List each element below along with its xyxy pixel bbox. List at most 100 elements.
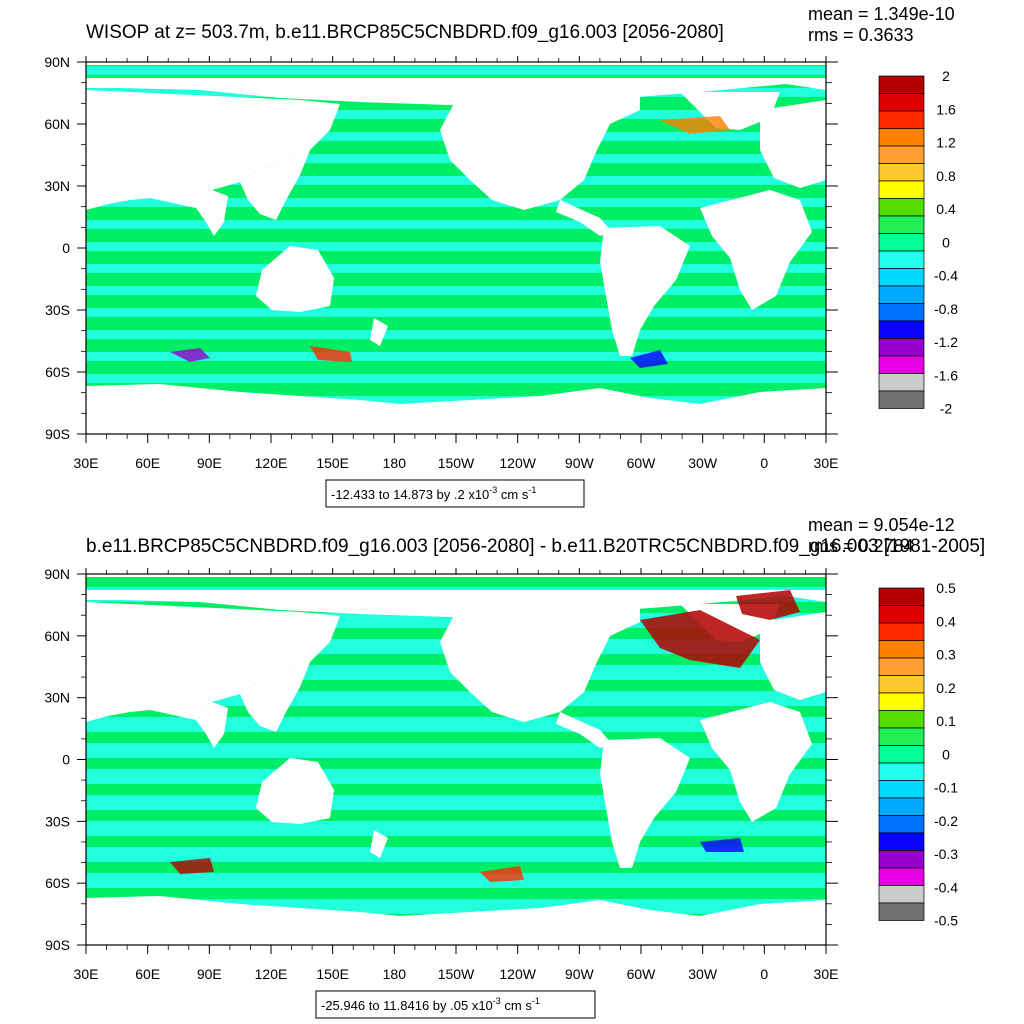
colorbar-label: 0.4 (936, 613, 956, 629)
colorbar-swatch (878, 75, 925, 94)
colorbar-swatch (878, 587, 925, 606)
colorbar-swatch (878, 268, 925, 287)
colorbar-label: 0.1 (936, 713, 956, 729)
colorbar-swatch (878, 710, 925, 729)
colorbar-swatch (878, 797, 925, 816)
y-tick-label: 60N (44, 116, 70, 132)
panel-2-frame: 30E 60E 90E 120E 150E 180 150W 120W 90W 60W 30W 0 30… (44, 566, 838, 982)
panel-1-title: WISOP at z= 503.7m, b.e11.BRCP85C5CNBDRD… (86, 22, 724, 43)
colorbar-swatch (878, 215, 925, 234)
panel-2-y-ticks: 90N 60N 30N 0 30S 60S 90S (44, 566, 838, 953)
panel-2-x-ticks: 30E 60E 90E 120E 150E 180 150W 120W 90W 60W 30W 0 30… (74, 568, 839, 982)
colorbar-label: 1.2 (936, 135, 956, 151)
colorbar-swatch (878, 198, 925, 217)
colorbar-swatch (878, 885, 925, 904)
x-tick-label: 90W (565, 966, 595, 982)
x-tick-label: 30E (814, 455, 839, 471)
x-tick-label: 30E (74, 455, 99, 471)
colorbar-swatch (878, 605, 925, 624)
colorbar-swatch (878, 780, 925, 799)
y-tick-label: 30N (44, 690, 70, 706)
y-tick-label: 60S (45, 875, 70, 891)
colorbar-swatch (878, 815, 925, 834)
colorbar-label: -0.4 (934, 268, 958, 284)
x-tick-label: 150W (438, 966, 475, 982)
colorbar-swatch (878, 745, 925, 764)
colorbar-swatch (878, 110, 925, 129)
colorbar-swatch (878, 675, 925, 694)
y-tick-label: 90N (44, 54, 70, 70)
panel-2-range-text: -25.946 to 11.8416 by .05 x10-3 cm s-1 (321, 996, 540, 1013)
panel-1: WISOP at z= 503.7m, b.e11.BRCP85C5CNBDRD… (44, 4, 958, 508)
panel-2-range-box: -25.946 to 11.8416 by .05 x10-3 cm s-1 (315, 990, 596, 1019)
colorbar-swatch (878, 163, 925, 182)
x-tick-label: 150W (438, 455, 475, 471)
colorbar-swatch (878, 390, 925, 409)
x-tick-label: 30E (814, 966, 839, 982)
x-tick-label: 0 (760, 966, 768, 982)
panel-1-frame: 30E 60E 90E 120E 150E 180 150W 120W 90W 60W 30W 0 30… (44, 54, 838, 471)
x-tick-label: 30W (688, 455, 718, 471)
panel-1-colorbar-labels: 2 1.6 1.2 0.8 0.4 0 -0.4 -0.8 -1.2 -1.6 -2 (934, 68, 958, 417)
x-tick-label: 90W (565, 455, 595, 471)
colorbar-label: -2 (940, 401, 953, 417)
colorbar-swatch (878, 902, 925, 921)
y-tick-label: 30N (44, 178, 70, 194)
panel-2: b.e11.BRCP85C5CNBDRD.f09_g16.003 [2056-2… (44, 515, 985, 1019)
panel-1-range-text: -12.433 to 14.873 by .2 x10-3 cm s-1 (331, 485, 536, 502)
colorbar-swatch (878, 320, 925, 339)
colorbar-swatch (878, 93, 925, 112)
colorbar-swatch (878, 373, 925, 392)
colorbar-swatch (878, 692, 925, 711)
colorbar-label: -0.2 (934, 813, 958, 829)
colorbar-label: -0.3 (934, 846, 958, 862)
colorbar-swatch (878, 180, 925, 199)
x-tick-label: 150E (316, 966, 349, 982)
panel-2-colorbar (878, 587, 925, 921)
x-tick-label: 60W (627, 455, 657, 471)
x-tick-label: 150E (316, 455, 349, 471)
colorbar-label: 0 (942, 746, 950, 762)
colorbar-label: 0 (942, 234, 950, 250)
y-tick-label: 60S (45, 364, 70, 380)
x-tick-label: 30E (74, 966, 99, 982)
colorbar-swatch (878, 145, 925, 164)
colorbar-swatch (878, 338, 925, 357)
colorbar-label: -0.5 (934, 913, 958, 929)
x-tick-label: 180 (383, 966, 407, 982)
colorbar-label: -1.2 (934, 334, 958, 350)
colorbar-label: 0.4 (936, 201, 956, 217)
y-tick-label: 90S (45, 937, 70, 953)
x-tick-label: 60W (627, 966, 657, 982)
x-tick-label: 60E (135, 966, 160, 982)
y-tick-label: 60N (44, 628, 70, 644)
colorbar-label: 0.8 (936, 168, 956, 184)
x-tick-label: 120E (255, 455, 288, 471)
y-tick-label: 30S (45, 302, 70, 318)
y-tick-label: 90S (45, 426, 70, 442)
y-tick-label: 90N (44, 566, 70, 582)
colorbar-swatch (878, 867, 925, 886)
x-tick-label: 180 (383, 455, 407, 471)
panel-2-colorbar-labels: 0.5 0.4 0.3 0.2 0.1 0 -0.1 -0.2 -0.3 -0.4 -0.5 (934, 580, 958, 929)
x-tick-label: 90E (197, 455, 222, 471)
panel-2-rms: rms = 0.2784 (808, 536, 914, 556)
panel-1-x-ticks: 30E 60E 90E 120E 150E 180 150W 120W 90W 60W 30W 0 30… (74, 56, 839, 471)
colorbar-label: 0.2 (936, 680, 956, 696)
y-tick-label: 30S (45, 813, 70, 829)
panel-1-mean: mean = 1.349e-10 (808, 4, 955, 24)
panel-2-southern-ocean-anomalies (170, 838, 744, 882)
y-tick-label: 0 (62, 240, 70, 256)
x-tick-label: 120W (499, 455, 536, 471)
colorbar-label: 1.6 (936, 101, 956, 117)
panel-1-range-box: -12.433 to 14.873 by .2 x10-3 cm s-1 (325, 479, 585, 508)
x-tick-label: 120E (255, 966, 288, 982)
panel-2-north-atlantic-anomaly (640, 590, 800, 668)
panel-1-y-ticks: 90N 60N 30N 0 30S 60S 90S (44, 54, 838, 442)
colorbar-swatch (878, 622, 925, 641)
colorbar-swatch (878, 285, 925, 304)
colorbar-swatch (878, 727, 925, 746)
colorbar-swatch (878, 640, 925, 659)
colorbar-swatch (878, 303, 925, 322)
